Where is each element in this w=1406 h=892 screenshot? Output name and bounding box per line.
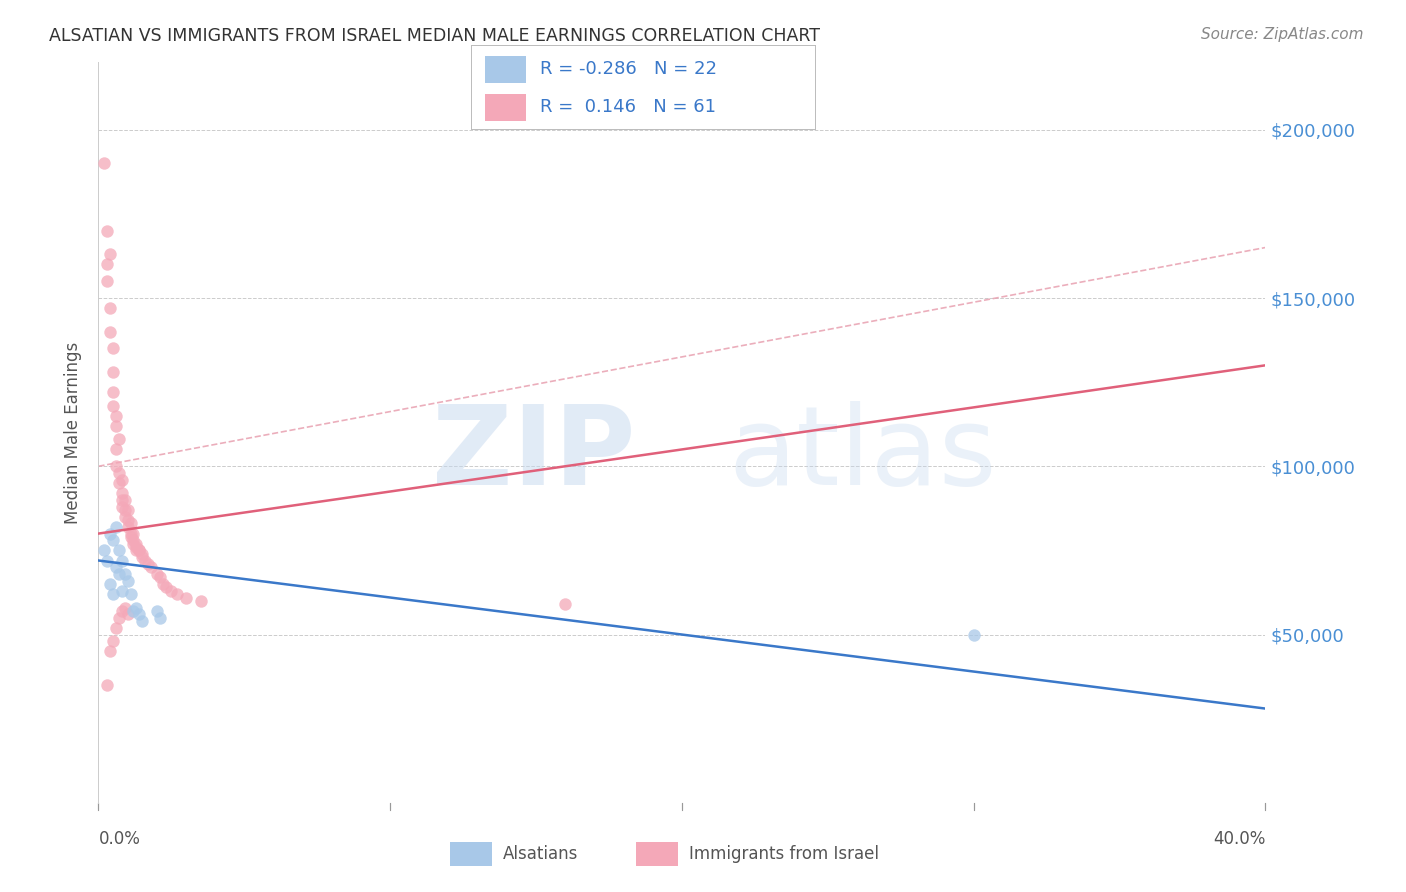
Point bbox=[93, 543, 115, 558]
Point bbox=[104, 520, 127, 534]
Point bbox=[101, 385, 124, 400]
Point bbox=[104, 560, 127, 574]
Point bbox=[111, 492, 134, 507]
Point bbox=[160, 583, 183, 598]
Point bbox=[125, 540, 148, 554]
Text: R =  0.146   N = 61: R = 0.146 N = 61 bbox=[540, 98, 716, 116]
Text: R = -0.286   N = 22: R = -0.286 N = 22 bbox=[540, 60, 717, 78]
Text: ZIP: ZIP bbox=[432, 401, 636, 508]
Point bbox=[98, 301, 121, 315]
Point bbox=[125, 536, 148, 550]
Text: 40.0%: 40.0% bbox=[1213, 830, 1265, 847]
Point bbox=[131, 547, 153, 561]
Point bbox=[120, 530, 142, 544]
Point bbox=[104, 459, 127, 474]
Point bbox=[104, 442, 127, 457]
Text: Alsatians: Alsatians bbox=[503, 845, 579, 863]
Point bbox=[101, 365, 124, 379]
Point bbox=[111, 604, 134, 618]
Text: ALSATIAN VS IMMIGRANTS FROM ISRAEL MEDIAN MALE EARNINGS CORRELATION CHART: ALSATIAN VS IMMIGRANTS FROM ISRAEL MEDIA… bbox=[49, 27, 820, 45]
Point bbox=[114, 503, 136, 517]
Point bbox=[108, 543, 131, 558]
Point bbox=[962, 627, 984, 641]
Point bbox=[117, 503, 139, 517]
FancyBboxPatch shape bbox=[485, 55, 526, 83]
Point bbox=[96, 553, 118, 567]
FancyBboxPatch shape bbox=[450, 842, 492, 866]
Point bbox=[104, 621, 127, 635]
Point bbox=[146, 604, 169, 618]
Point bbox=[114, 492, 136, 507]
Point bbox=[117, 574, 139, 588]
Point bbox=[108, 610, 131, 624]
Point bbox=[190, 594, 212, 608]
Point bbox=[101, 399, 124, 413]
Point bbox=[134, 553, 156, 567]
Point bbox=[98, 526, 121, 541]
Point bbox=[96, 274, 118, 288]
Point bbox=[93, 156, 115, 170]
Point bbox=[120, 526, 142, 541]
Point bbox=[98, 247, 121, 261]
Point bbox=[122, 526, 145, 541]
Point bbox=[101, 587, 124, 601]
FancyBboxPatch shape bbox=[636, 842, 678, 866]
Text: atlas: atlas bbox=[728, 401, 997, 508]
Point bbox=[117, 520, 139, 534]
Point bbox=[98, 644, 121, 658]
Point bbox=[125, 600, 148, 615]
Point bbox=[111, 473, 134, 487]
Point bbox=[139, 560, 162, 574]
Point bbox=[101, 634, 124, 648]
Point bbox=[108, 466, 131, 480]
Point bbox=[146, 566, 169, 581]
Point bbox=[111, 486, 134, 500]
Point bbox=[128, 543, 150, 558]
Point bbox=[131, 614, 153, 628]
Point bbox=[104, 409, 127, 423]
Point bbox=[155, 581, 177, 595]
Point bbox=[149, 570, 172, 584]
Point bbox=[114, 600, 136, 615]
Y-axis label: Median Male Earnings: Median Male Earnings bbox=[65, 342, 83, 524]
Text: 0.0%: 0.0% bbox=[98, 830, 141, 847]
Point bbox=[114, 509, 136, 524]
Point bbox=[554, 597, 576, 611]
Point bbox=[111, 583, 134, 598]
Point bbox=[96, 257, 118, 271]
Point bbox=[122, 604, 145, 618]
Point bbox=[114, 566, 136, 581]
Point bbox=[98, 577, 121, 591]
Point bbox=[131, 550, 153, 565]
Point bbox=[96, 224, 118, 238]
Point bbox=[96, 678, 118, 692]
Point bbox=[108, 566, 131, 581]
Point bbox=[111, 553, 134, 567]
Point bbox=[122, 533, 145, 548]
Point bbox=[101, 342, 124, 356]
Point bbox=[104, 418, 127, 433]
Point bbox=[120, 587, 142, 601]
Point bbox=[111, 500, 134, 514]
Point bbox=[174, 591, 197, 605]
Point bbox=[125, 543, 148, 558]
Point bbox=[122, 536, 145, 550]
Point bbox=[108, 476, 131, 491]
Point bbox=[128, 543, 150, 558]
FancyBboxPatch shape bbox=[485, 94, 526, 120]
Point bbox=[120, 516, 142, 531]
Point bbox=[128, 607, 150, 622]
Text: Source: ZipAtlas.com: Source: ZipAtlas.com bbox=[1201, 27, 1364, 42]
Point bbox=[117, 513, 139, 527]
Text: Immigrants from Israel: Immigrants from Israel bbox=[689, 845, 879, 863]
Point bbox=[166, 587, 188, 601]
Point bbox=[136, 557, 159, 571]
Point bbox=[98, 325, 121, 339]
Point bbox=[152, 577, 174, 591]
Point bbox=[108, 433, 131, 447]
Point bbox=[149, 610, 172, 624]
Point bbox=[101, 533, 124, 548]
Point bbox=[117, 607, 139, 622]
